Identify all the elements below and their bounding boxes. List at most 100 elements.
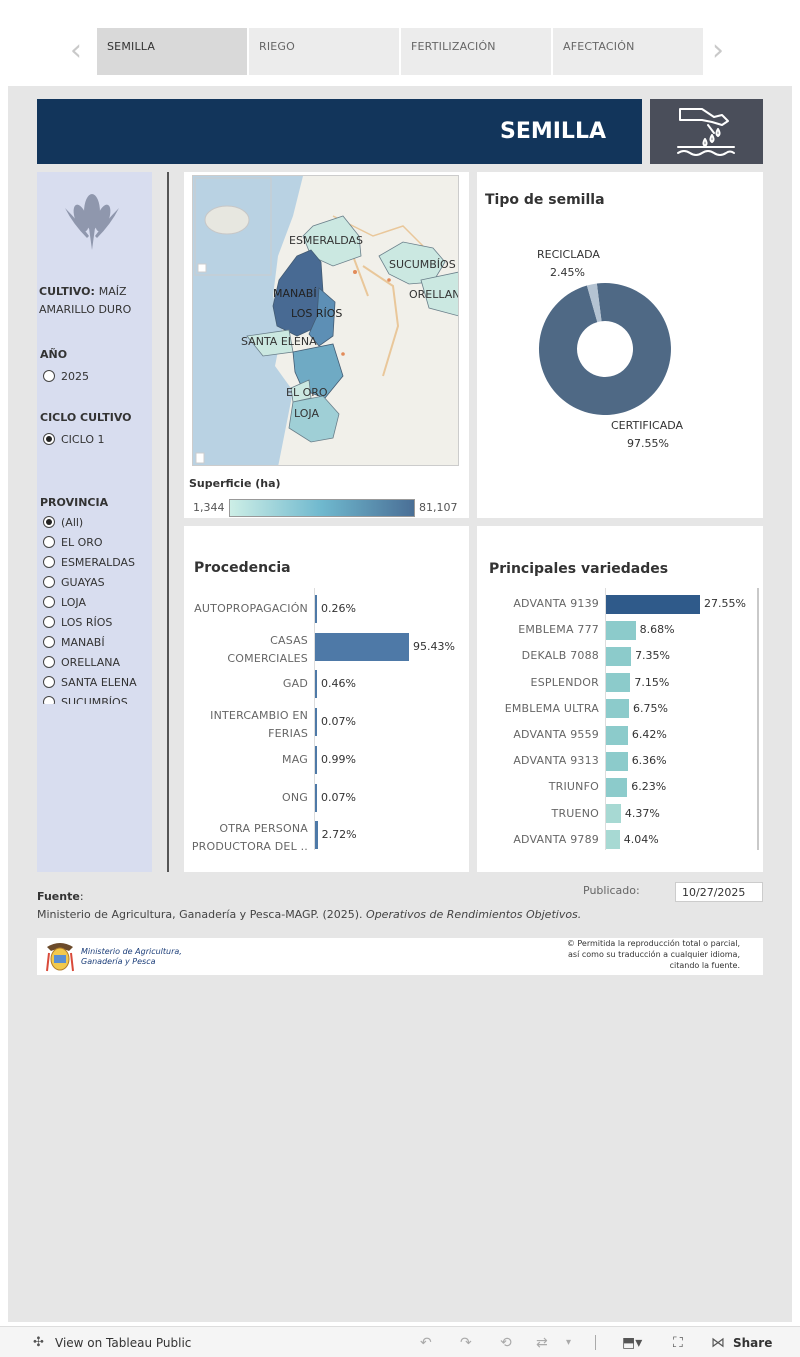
tab-afectacion[interactable]: AFECTACIÓN	[553, 28, 703, 75]
radio-option-label: SUCUMBÍOS	[61, 695, 128, 705]
next-tab-arrow-icon[interactable]: ›	[712, 33, 724, 68]
map-label-loja: LOJA	[294, 407, 319, 420]
cultivo-label: CULTIVO: MAÍZ AMARILLO DURO	[39, 285, 132, 316]
chart-title: Principales variedades	[489, 561, 669, 577]
fuente-text: Ministerio de Agricultura, Ganadería y P…	[37, 908, 367, 921]
tab-semilla[interactable]: SEMILLA	[97, 28, 247, 75]
radio-option[interactable]: ESMERALDAS	[43, 552, 151, 572]
chevron-down-icon[interactable]: ▾	[566, 1337, 572, 1348]
radio-button-selected[interactable]	[43, 516, 55, 528]
bar[interactable]	[606, 725, 628, 745]
bar[interactable]	[315, 745, 317, 774]
undo-icon[interactable]: ↶	[420, 1335, 432, 1351]
radio-button[interactable]	[43, 656, 55, 668]
filter-sidebar: CULTIVO: MAÍZ AMARILLO DURO AÑO 2025 CIC…	[37, 172, 152, 872]
radio-button[interactable]	[43, 696, 55, 704]
radio-button[interactable]	[43, 370, 55, 382]
bar[interactable]	[606, 699, 630, 719]
bar[interactable]	[606, 646, 632, 666]
ciclo-radio-group: CICLO 1	[43, 429, 105, 449]
chart-title: Procedencia	[194, 560, 291, 576]
radio-option[interactable]: (All)	[43, 512, 151, 532]
map-panel: ESMERALDAS SUCUMBÍOS MANABÍ ORELLAN LOS …	[184, 172, 469, 518]
radio-option[interactable]: SUCUMBÍOS	[43, 692, 151, 704]
bar-category-label: GAD	[282, 677, 308, 691]
donut-label-reciclada: RECICLADA	[537, 248, 600, 261]
radio-option-label: MANABÍ	[61, 635, 105, 649]
radio-button[interactable]	[43, 616, 55, 628]
bar[interactable]	[315, 783, 317, 812]
refresh-icon[interactable]: ⇄	[536, 1335, 548, 1351]
legend-min-value: 1,344	[193, 501, 225, 514]
bar[interactable]	[606, 620, 636, 640]
radio-option-label: EL ORO	[61, 535, 103, 549]
radio-button[interactable]	[43, 576, 55, 588]
share-icon[interactable]: ⋈	[711, 1335, 725, 1351]
radio-button[interactable]	[43, 536, 55, 548]
bar[interactable]	[606, 751, 628, 771]
tab-riego[interactable]: RIEGO	[249, 28, 399, 75]
bar[interactable]	[606, 830, 620, 850]
download-icon[interactable]: ⬒▾	[622, 1335, 643, 1351]
radio-option-label: LOS RÍOS	[61, 615, 113, 629]
view-on-tableau-link[interactable]: View on Tableau Public	[55, 1336, 192, 1350]
share-button[interactable]: Share	[733, 1336, 773, 1350]
bar[interactable]	[606, 594, 700, 614]
legend-color-ramp	[229, 499, 415, 517]
radio-option[interactable]: 2025	[43, 366, 89, 386]
map-label-orellana: ORELLAN	[409, 288, 459, 301]
bar-category-label: EMBLEMA ULTRA	[504, 701, 599, 715]
bar-category-label: CASAS COMERCIALES	[227, 633, 308, 665]
bar-value-label: 0.07%	[321, 715, 356, 729]
radio-button-selected[interactable]	[43, 433, 55, 445]
bar-category-label: ONG	[281, 790, 308, 804]
bar[interactable]	[606, 804, 621, 824]
bar[interactable]	[606, 777, 628, 797]
bar-value-label: 6.23%	[631, 780, 667, 794]
radio-button[interactable]	[43, 556, 55, 568]
radio-option[interactable]: EL ORO	[43, 532, 151, 552]
radio-option[interactable]: GUAYAS	[43, 572, 151, 592]
bar-value-label: 7.15%	[634, 675, 670, 689]
radio-option[interactable]: SANTA ELENA	[43, 672, 151, 692]
province-map[interactable]: ESMERALDAS SUCUMBÍOS MANABÍ ORELLAN LOS …	[192, 175, 459, 466]
procedencia-panel: Procedencia AUTOPROPAGACIÓN 0.26% CASAS CO…	[184, 526, 469, 872]
provincia-radio-group[interactable]: (All) EL ORO ESMERALDAS GUAYAS LOJA LOS …	[43, 512, 151, 704]
radio-option[interactable]: LOJA	[43, 592, 151, 612]
map-label-los-rios: LOS RÍOS	[291, 307, 343, 320]
bar-value-label: 6.75%	[633, 701, 668, 715]
bar[interactable]	[315, 821, 318, 850]
radio-option[interactable]: MANABÍ	[43, 632, 151, 652]
radio-button[interactable]	[43, 636, 55, 648]
radio-button[interactable]	[43, 676, 55, 688]
revert-icon[interactable]: ⟲	[500, 1335, 512, 1351]
bar[interactable]	[315, 595, 317, 623]
bar[interactable]	[315, 670, 317, 699]
bar-category-label: INTERCAMBIO EN FERIAS	[210, 709, 308, 741]
bar-value-label: 4.37%	[624, 806, 660, 820]
bar[interactable]	[606, 673, 631, 693]
bar-category-label: ADVANTA 9313	[513, 754, 599, 768]
anio-radio-group: 2025	[43, 366, 89, 386]
redo-icon[interactable]: ↷	[460, 1335, 472, 1351]
donut-slice-certificada[interactable]	[538, 283, 671, 416]
tab-fertilizacion[interactable]: FERTILIZACIÓN	[401, 28, 551, 75]
institution-footer: Ministerio de Agricultura, Ganadería y P…	[37, 938, 763, 975]
scrollbar[interactable]	[757, 588, 759, 850]
map-legend-title: Superficie (ha)	[189, 477, 281, 490]
bar-value-label: 0.99%	[321, 752, 356, 766]
radio-option[interactable]: LOS RÍOS	[43, 612, 151, 632]
variedades-bar-chart[interactable]: ADVANTA 9139 27.55% EMBLEMA 777 8.68% DEKALB…	[477, 526, 763, 872]
bar[interactable]	[315, 708, 317, 737]
bar[interactable]	[315, 632, 409, 661]
bar-value-label: 27.55%	[704, 597, 746, 610]
radio-button[interactable]	[43, 596, 55, 608]
radio-option[interactable]: ORELLANA	[43, 652, 151, 672]
procedencia-bar-chart[interactable]: AUTOPROPAGACIÓN 0.26% CASAS COMERCIALES 95.…	[184, 526, 469, 872]
fullscreen-icon[interactable]: ⛶	[673, 1335, 683, 1351]
donut-slice-reciclada[interactable]	[586, 283, 602, 323]
prev-tab-arrow-icon[interactable]: ‹	[70, 33, 82, 68]
donut-chart[interactable]	[477, 172, 763, 518]
axis-line	[605, 588, 606, 850]
radio-option[interactable]: CICLO 1	[43, 429, 105, 449]
